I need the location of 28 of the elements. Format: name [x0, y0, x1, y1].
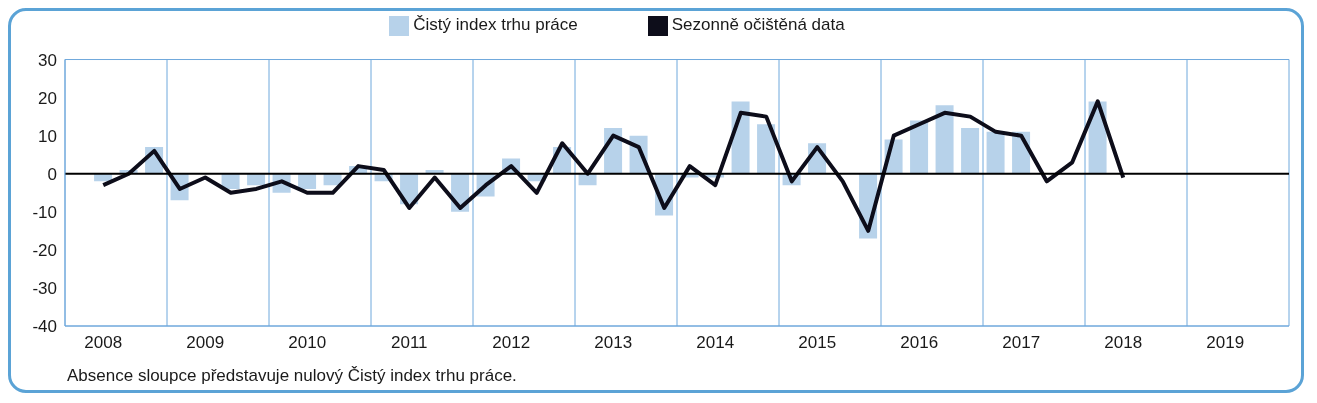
- bar: [935, 105, 954, 174]
- x-tick-label: 2017: [1002, 333, 1041, 352]
- x-tick-label: 2011: [390, 333, 428, 352]
- x-tick-label: 2008: [84, 333, 123, 352]
- x-tick-label: 2019: [1206, 333, 1245, 352]
- text: Absence sloupce představuje nulový Čistý index trhu práce.: [66, 366, 518, 387]
- bar: [757, 124, 776, 174]
- x-tick-label: 2018: [1104, 333, 1143, 352]
- legend-label: Sezonně očištěná data: [671, 15, 845, 34]
- x-tick-label: 2015: [798, 333, 837, 352]
- x-tick-label: 2009: [186, 333, 225, 352]
- bar: [986, 131, 1005, 174]
- y-tick-label: -20: [32, 240, 57, 260]
- legend-label: Čistý index trhu práce: [413, 15, 578, 34]
- x-tick-label: 2014: [696, 333, 735, 352]
- line-series: [101, 99, 1126, 233]
- y-tick-label: -40: [32, 317, 57, 337]
- x-tick-label: 2010: [288, 333, 327, 352]
- y-tick-label: 20: [38, 88, 57, 108]
- x-tick-label: 2016: [900, 333, 939, 352]
- y-tick-label: 30: [38, 50, 57, 70]
- y-tick-label: -30: [32, 278, 57, 298]
- x-tick-label: 2013: [594, 333, 633, 352]
- bar: [961, 128, 980, 174]
- y-tick-label: -10: [32, 202, 57, 222]
- x-tick-label: 2012: [492, 333, 531, 352]
- y-tick-label: 0: [47, 164, 57, 184]
- y-tick-label: 10: [38, 126, 57, 146]
